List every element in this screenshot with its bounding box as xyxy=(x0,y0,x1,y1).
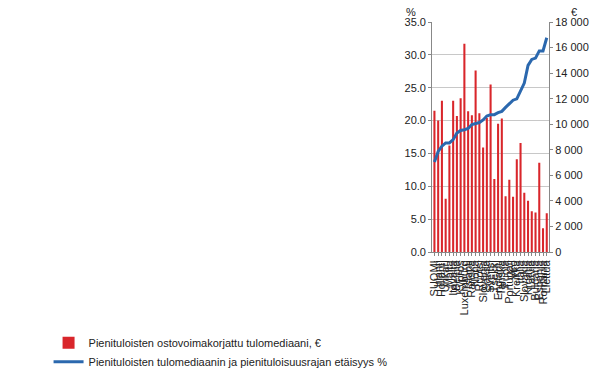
svg-text:2 000: 2 000 xyxy=(555,220,583,232)
svg-text:12 000: 12 000 xyxy=(555,93,589,105)
svg-text:Italia: Italia xyxy=(514,260,526,284)
svg-text:16 000: 16 000 xyxy=(555,41,589,53)
svg-text:Tanska: Tanska xyxy=(495,260,507,296)
svg-text:14 000: 14 000 xyxy=(555,67,589,79)
svg-text:30.0: 30.0 xyxy=(405,49,426,61)
svg-text:15.0: 15.0 xyxy=(405,147,426,159)
svg-text:0: 0 xyxy=(555,246,561,258)
svg-text:Kreikka: Kreikka xyxy=(510,260,522,298)
svg-text:Slovakia: Slovakia xyxy=(518,260,530,302)
svg-text:Hollanti: Hollanti xyxy=(435,260,447,297)
svg-text:Itävalta: Itävalta xyxy=(447,260,459,296)
svg-text:Irlanti: Irlanti xyxy=(432,260,444,287)
svg-text:5.0: 5.0 xyxy=(411,213,426,225)
svg-text:Sveitsi: Sveitsi xyxy=(484,260,496,292)
svg-text:Romania: Romania xyxy=(537,260,549,305)
svg-text:Tšekki: Tšekki xyxy=(488,260,500,292)
svg-text:SUOMI: SUOMI xyxy=(428,260,440,296)
svg-text:35.0: 35.0 xyxy=(405,16,426,28)
svg-text:Kroatia: Kroatia xyxy=(522,260,534,296)
svg-text:Latvia: Latvia xyxy=(525,260,537,290)
svg-text:Saksa: Saksa xyxy=(480,260,492,291)
svg-text:18 000: 18 000 xyxy=(555,16,589,28)
svg-text:20.0: 20.0 xyxy=(405,114,426,126)
svg-text:Ranska: Ranska xyxy=(465,260,477,298)
svg-text:€: € xyxy=(571,6,577,18)
svg-text:Norja: Norja xyxy=(469,260,481,287)
svg-text:Slovenia: Slovenia xyxy=(477,260,489,303)
svg-text:Luxemburg: Luxemburg xyxy=(458,260,470,315)
svg-text:Kypros: Kypros xyxy=(454,260,466,295)
svg-text:Unkari: Unkari xyxy=(439,260,451,292)
svg-text:10.0: 10.0 xyxy=(405,180,426,192)
svg-text:Espanja: Espanja xyxy=(533,260,545,301)
svg-text:Pienituloisten tulomediaanin j: Pienituloisten tulomediaanin ja pienitul… xyxy=(89,356,388,368)
svg-text:Puola: Puola xyxy=(499,260,511,289)
svg-text:Pienituloisten ostovoimakorjat: Pienituloisten ostovoimakorjattu tulomed… xyxy=(89,337,321,349)
svg-text:10 000: 10 000 xyxy=(555,118,589,130)
svg-text:Ruotsi: Ruotsi xyxy=(473,260,485,291)
svg-text:6 000: 6 000 xyxy=(555,169,583,181)
svg-text:8 000: 8 000 xyxy=(555,144,583,156)
svg-text:Portugali: Portugali xyxy=(503,260,515,303)
svg-text:Bulgaria: Bulgaria xyxy=(529,260,541,301)
svg-text:0.0: 0.0 xyxy=(411,246,426,258)
svg-text:4 000: 4 000 xyxy=(555,195,583,207)
svg-text:Viro: Viro xyxy=(507,260,519,279)
svg-text:%: % xyxy=(406,6,416,18)
svg-text:Englanti: Englanti xyxy=(492,260,504,300)
svg-text:Liettua: Liettua xyxy=(540,260,552,294)
svg-text:Malta: Malta xyxy=(443,260,455,288)
svg-text:25.0: 25.0 xyxy=(405,82,426,94)
svg-text:Belgia: Belgia xyxy=(450,260,462,291)
svg-text:Islanti: Islanti xyxy=(462,260,474,289)
